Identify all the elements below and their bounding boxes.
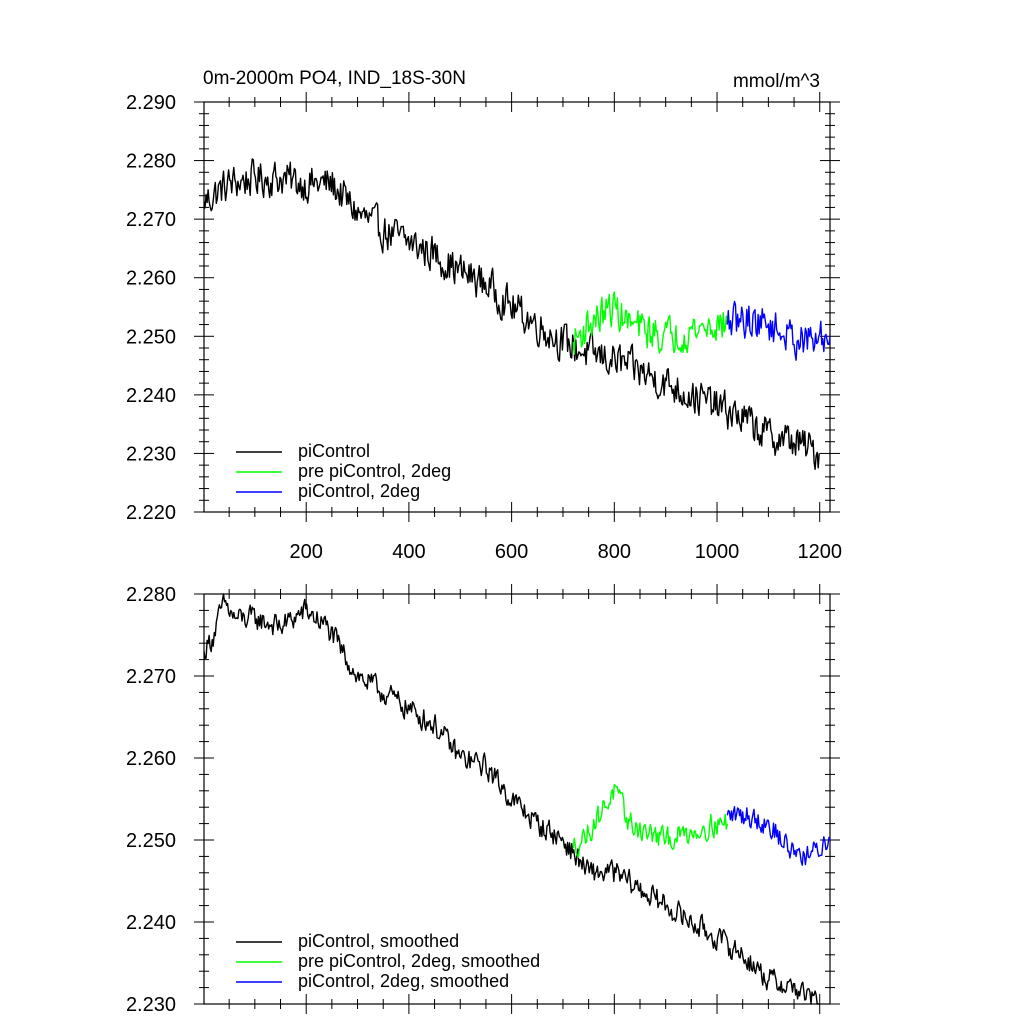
y-tick-label: 2.220 <box>126 502 176 524</box>
series-lines <box>203 158 831 470</box>
x-tick-label: 800 <box>598 541 631 563</box>
y-tick-label: 2.270 <box>126 666 176 688</box>
y-tick-label: 2.260 <box>126 748 176 770</box>
y-tick-label: 2.290 <box>126 92 176 114</box>
plot-frame <box>203 593 831 1005</box>
units-label: mmol/m^3 <box>733 71 820 92</box>
y-tick-label: 2.270 <box>126 209 176 231</box>
legend-label: pre piControl, 2deg <box>298 461 451 481</box>
series-line <box>726 300 831 361</box>
y-tick-label: 2.260 <box>126 268 176 290</box>
legend-label: piControl, 2deg, smoothed <box>298 971 509 991</box>
series-line <box>726 806 831 866</box>
x-tick-label: 200 <box>290 541 323 563</box>
plot-frame <box>203 101 831 513</box>
y-tick-label: 2.230 <box>126 994 176 1016</box>
y-tick-labels: 2.220 2.230 2.240 2.250 2.260 2.270 2.280 2.290 <box>126 92 176 524</box>
x-tick-label: 1000 <box>695 541 740 563</box>
series-lines <box>203 593 831 1005</box>
series-line <box>572 291 728 355</box>
y-tick-label: 2.280 <box>126 584 176 606</box>
panel-top: 0m-2000m PO4, IND_18S-30N mmol/m^3 2.220… <box>126 68 842 563</box>
legend-label: pre piControl, 2deg, smoothed <box>298 951 540 971</box>
legend-label: piControl, 2deg <box>298 481 420 501</box>
x-tick-label: 1200 <box>797 541 842 563</box>
series-line <box>203 593 820 1005</box>
y-tick-label: 2.250 <box>126 830 176 852</box>
series-line <box>203 158 820 470</box>
x-tick-label: 400 <box>392 541 425 563</box>
y-tick-label: 2.240 <box>126 385 176 407</box>
series-line <box>572 784 728 858</box>
x-tick-labels: 200 400 600 800 1000 1200 <box>290 541 842 563</box>
y-tick-label: 2.240 <box>126 912 176 934</box>
x-tick-label: 600 <box>495 541 528 563</box>
y-tick-labels: 2.230 2.240 2.250 2.260 2.270 2.280 <box>126 584 176 1016</box>
y-tick-label: 2.230 <box>126 443 176 465</box>
chart-title: 0m-2000m PO4, IND_18S-30N <box>203 68 466 89</box>
y-tick-label: 2.250 <box>126 326 176 348</box>
panel-bottom: 2.230 2.240 2.250 2.260 2.270 2.280 piControl… <box>126 584 840 1016</box>
tick-marks <box>194 584 840 1014</box>
y-tick-label: 2.280 <box>126 151 176 173</box>
legend-label: piControl <box>298 441 370 461</box>
tick-marks <box>194 92 840 522</box>
legend-label: piControl, smoothed <box>298 931 459 951</box>
